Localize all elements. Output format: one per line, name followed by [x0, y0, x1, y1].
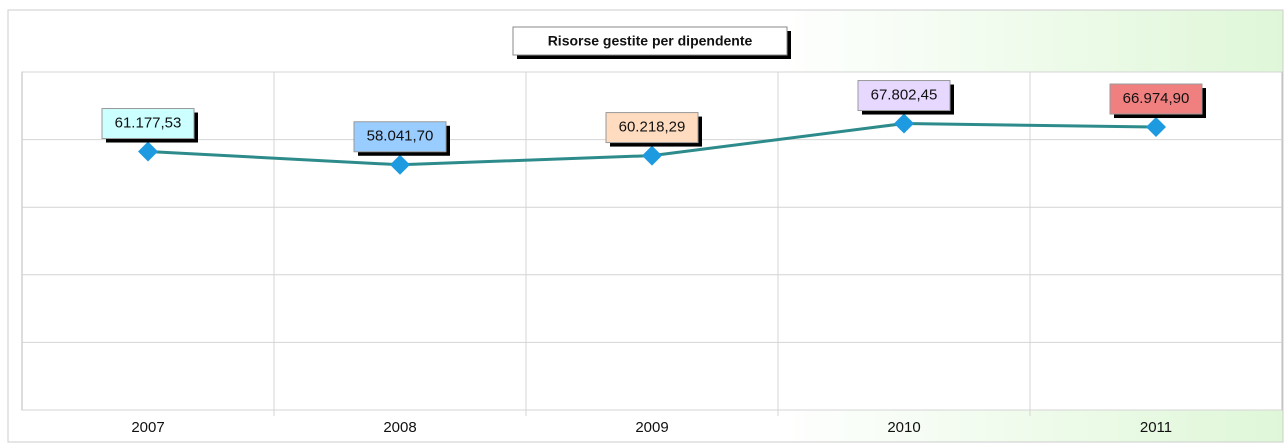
label-box — [1109, 83, 1203, 115]
marker — [138, 141, 158, 162]
x-tick-label: 2008 — [383, 419, 416, 436]
x-tick-label: 2010 — [887, 419, 920, 436]
label-box — [353, 121, 447, 153]
x-tick-label: 2009 — [635, 419, 668, 436]
marker — [1146, 117, 1166, 138]
data-label: 67.802,45 — [871, 87, 938, 104]
marker — [894, 113, 914, 134]
data-label: 60.218,29 — [619, 119, 686, 136]
data-label: 58.041,70 — [367, 128, 434, 145]
marker — [390, 154, 410, 175]
data-label: 66.974,90 — [1123, 90, 1190, 107]
label-box — [605, 112, 699, 144]
data-label: 61.177,53 — [115, 114, 182, 131]
x-tick-label: 2011 — [1140, 419, 1172, 436]
chart-title: Risorse gestite per dipendente — [548, 33, 753, 49]
label-box — [857, 80, 951, 112]
marker — [642, 145, 662, 166]
x-tick-label: 2007 — [131, 419, 164, 436]
label-box — [101, 108, 195, 140]
title-box — [512, 26, 788, 56]
